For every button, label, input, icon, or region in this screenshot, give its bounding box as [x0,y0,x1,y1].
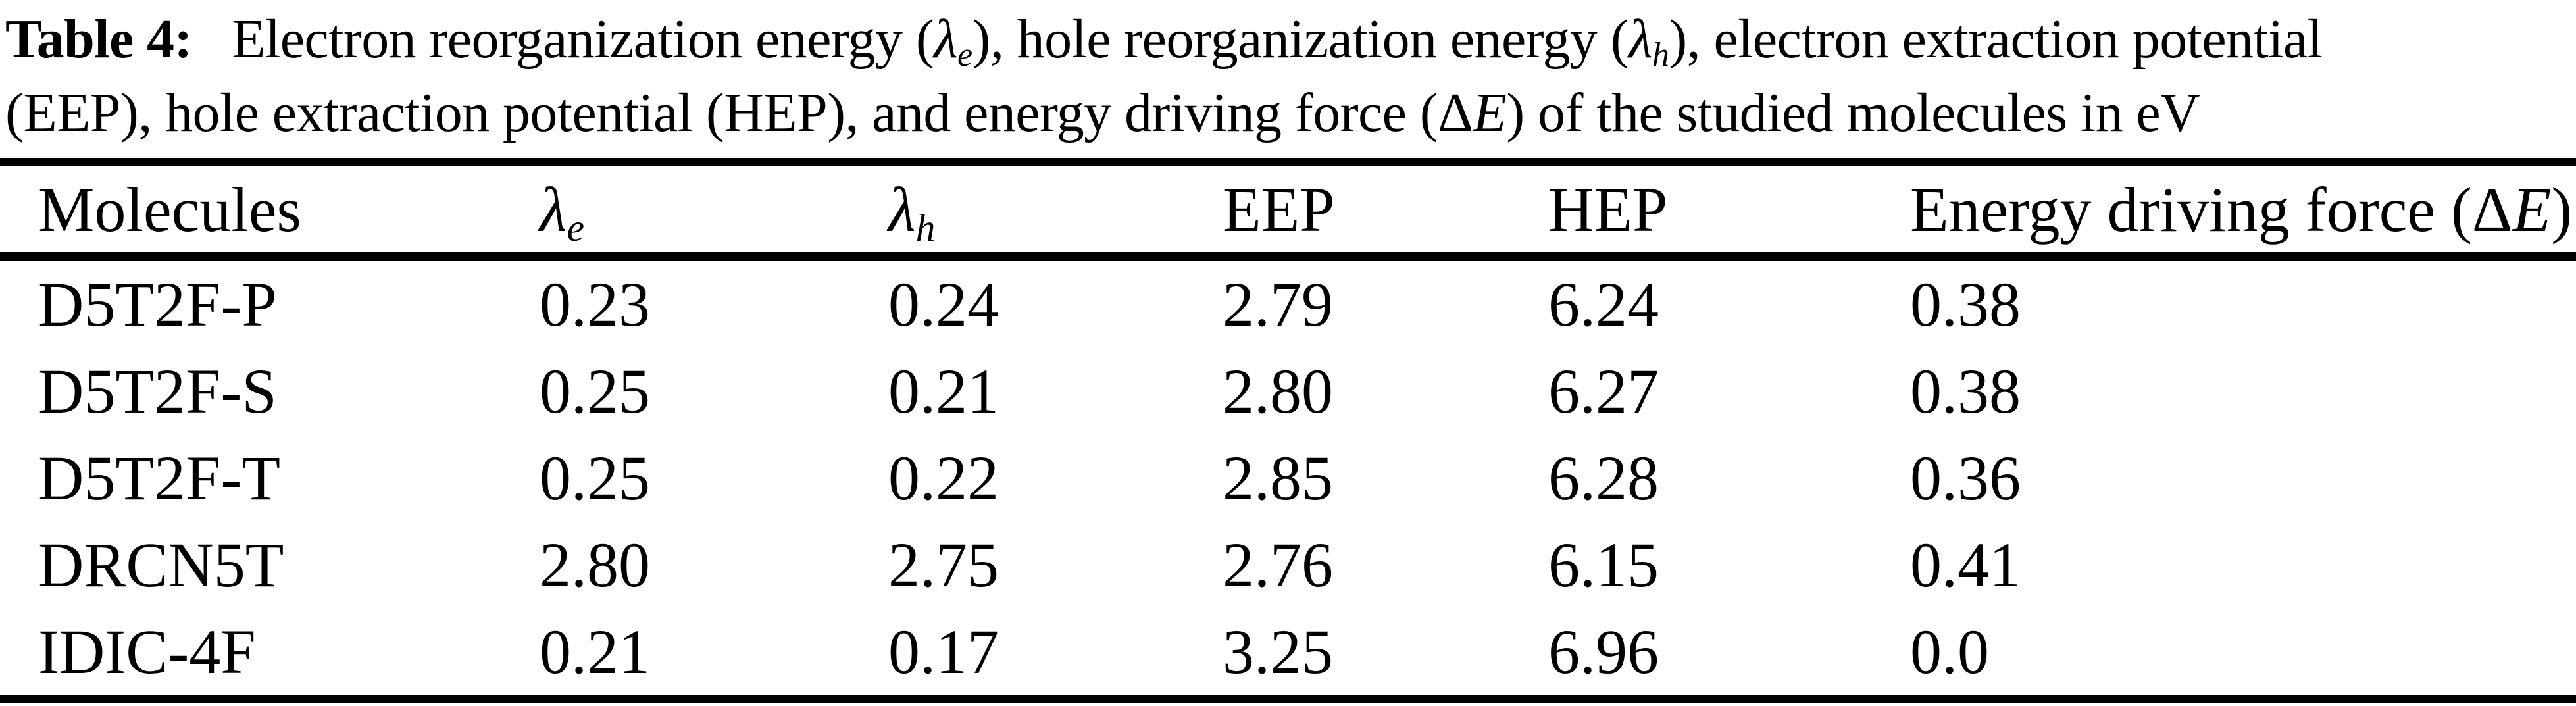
caption-text: Electron reorganization energy ( [232,9,934,70]
cell-hep: 6.15 [1548,529,1659,600]
lambda-symbol: λ [888,174,916,245]
cell-molecule: DRCN5T [38,529,284,600]
table-row: IDIC-4F 0.21 0.17 3.25 6.96 0.0 [0,608,2576,699]
caption-line-2: (EEP), hole extraction potential (HEP), … [5,76,2576,150]
cell-lambda-e: 0.21 [540,616,650,687]
caption-text: ), hole reorganization energy ( [972,9,1629,70]
table-caption: Table 4: Electron reorganization energy (… [5,3,2576,150]
caption-text: (EEP), hole extraction potential (HEP), … [5,82,1438,143]
cell-delta-e: 0.36 [1910,442,2021,513]
energy-symbol: E [2512,174,2552,245]
cell-lambda-h: 0.17 [888,616,999,687]
delta-symbol: Δ [1438,82,1473,143]
cell-hep: 6.24 [1548,268,1659,340]
cell-delta-e: 0.38 [1910,268,2021,340]
delta-symbol: Δ [2471,174,2513,245]
table-row: D5T2F-T 0.25 0.22 2.85 6.28 0.36 [0,434,2576,521]
col-header-hep: HEP [1548,174,1668,245]
header-row: Molecules λe λh EEP HEP Energy driving f… [0,163,2576,257]
cell-molecule: D5T2F-P [38,268,277,340]
caption-label: Table 4: [5,9,192,70]
cell-lambda-h: 0.24 [888,268,999,340]
cell-delta-e: 0.38 [1910,355,2021,426]
header-text: Energy driving force ( [1910,174,2472,245]
cell-lambda-e: 0.23 [540,268,650,340]
cell-lambda-e: 0.25 [540,355,650,426]
lambda-symbol: λ [540,174,567,245]
caption-text: ), electron extraction potential [1669,9,2323,70]
col-header-energy-driving-force: Energy driving force (ΔE) [1910,163,2576,257]
results-table: Molecules λe λh EEP HEP Energy driving f… [0,158,2576,703]
col-header-lambda-h: λh [888,163,1223,257]
cell-hep: 6.27 [1548,355,1659,426]
cell-molecule: D5T2F-S [38,355,277,426]
cell-hep: 6.28 [1548,442,1659,513]
cell-molecule: D5T2F-T [38,442,280,513]
cell-lambda-h: 0.22 [888,442,999,513]
lambda-subscript: e [567,205,584,249]
cell-eep: 2.80 [1223,355,1333,426]
col-header-lambda-e: λe [540,163,888,257]
table-row: DRCN5T 2.80 2.75 2.76 6.15 0.41 [0,521,2576,608]
lambda-symbol: λ [1629,9,1652,70]
caption-text: ) of the studied molecules in eV [1506,82,2200,143]
cell-eep: 2.85 [1223,442,1333,513]
header-text: ) [2551,174,2573,245]
cell-molecule: IDIC-4F [38,616,256,687]
table-body: D5T2F-P 0.23 0.24 2.79 6.24 0.38 D5T2F-S… [0,257,2576,699]
cell-hep: 6.96 [1548,616,1659,687]
caption-line-1: Table 4: Electron reorganization energy (… [5,3,2576,76]
energy-symbol: E [1473,82,1507,143]
table-container: Molecules λe λh EEP HEP Energy driving f… [0,158,2576,703]
lambda-subscript: h [1652,36,1669,74]
cell-eep: 2.76 [1223,529,1333,600]
cell-delta-e: 0.0 [1910,616,1989,687]
lambda-subscript: h [915,205,936,249]
lambda-subscript: e [957,36,972,74]
cell-lambda-h: 0.21 [888,355,999,426]
cell-eep: 2.79 [1223,268,1333,340]
col-header-molecules: Molecules [38,174,301,245]
cell-lambda-h: 2.75 [888,529,999,600]
cell-delta-e: 0.41 [1910,529,2021,600]
cell-lambda-e: 0.25 [540,442,650,513]
table-row: D5T2F-S 0.25 0.21 2.80 6.27 0.38 [0,347,2576,434]
cell-eep: 3.25 [1223,616,1333,687]
table-header: Molecules λe λh EEP HEP Energy driving f… [0,163,2576,257]
table-row: D5T2F-P 0.23 0.24 2.79 6.24 0.38 [0,257,2576,348]
lambda-symbol: λ [934,9,957,70]
col-header-eep: EEP [1223,174,1335,245]
cell-lambda-e: 2.80 [540,529,650,600]
